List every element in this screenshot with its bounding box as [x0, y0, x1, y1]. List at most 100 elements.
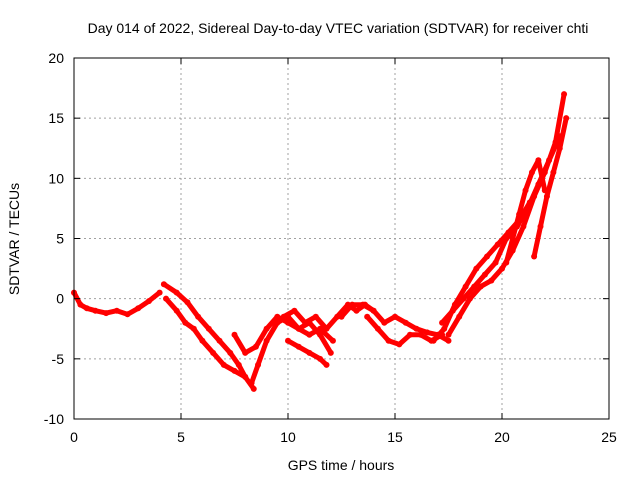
y-tick-label: 15: [48, 110, 64, 126]
data-point: [306, 331, 313, 338]
data-point: [381, 319, 388, 326]
data-point: [499, 265, 505, 272]
series-sat-m: [531, 115, 569, 259]
data-point: [406, 331, 413, 338]
data-point: [392, 313, 398, 320]
data-point: [488, 277, 495, 284]
y-tick-label: 20: [48, 50, 64, 66]
data-point: [285, 337, 291, 344]
data-point: [274, 313, 281, 320]
data-point: [173, 289, 180, 296]
data-point: [291, 307, 298, 314]
data-point: [543, 193, 550, 200]
data-point: [456, 313, 463, 320]
data-point: [550, 169, 557, 176]
data-point: [430, 337, 437, 344]
data-point: [220, 361, 227, 368]
data-point: [359, 301, 366, 308]
data-point: [460, 295, 467, 302]
data-point: [494, 241, 501, 248]
data-point: [295, 325, 302, 332]
data-point: [113, 307, 120, 314]
data-point: [462, 283, 469, 290]
data-point: [280, 313, 287, 320]
data-point: [535, 157, 542, 164]
data-point: [424, 329, 431, 336]
data-point: [252, 343, 259, 350]
data-point: [471, 283, 478, 290]
data-point: [255, 361, 262, 368]
data-point: [190, 325, 197, 332]
data-point: [466, 295, 473, 302]
data-point: [441, 325, 448, 332]
data-point: [242, 349, 249, 356]
data-point: [173, 307, 180, 314]
data-point: [374, 325, 381, 332]
data-point: [402, 319, 409, 326]
data-point: [520, 223, 527, 230]
data-point: [103, 310, 110, 317]
series-sat-b: [161, 281, 248, 380]
data-point: [323, 361, 330, 368]
data-point: [210, 349, 217, 356]
data-point: [317, 355, 324, 362]
data-point: [349, 301, 356, 308]
data-point: [561, 91, 568, 98]
data-point: [195, 313, 202, 320]
y-tick-label: 5: [56, 231, 64, 247]
data-point: [370, 307, 377, 314]
x-tick-label: 0: [70, 429, 78, 445]
data-point: [160, 281, 167, 288]
y-tick-label: -5: [52, 351, 65, 367]
data-point: [516, 211, 523, 218]
data-point: [184, 299, 191, 306]
data-point: [77, 301, 84, 308]
x-tick-label: 15: [387, 429, 403, 445]
data-point: [235, 361, 242, 368]
data-point: [124, 311, 131, 318]
data-point: [248, 379, 255, 386]
data-point: [449, 307, 456, 314]
data-point: [481, 271, 488, 278]
x-tick-label: 5: [177, 429, 185, 445]
data-point: [182, 319, 189, 326]
data-point: [522, 187, 529, 194]
data-point: [531, 253, 538, 260]
data-point: [338, 313, 345, 320]
data-point: [531, 193, 538, 200]
axis-ticks: 0 5 10 15 20 25 -10 -5 0 5 10 15 20: [44, 50, 617, 445]
data-point: [473, 265, 480, 272]
data-point: [563, 115, 570, 122]
data-point: [250, 385, 257, 392]
data-point: [477, 283, 484, 290]
data-point: [227, 349, 234, 356]
data-point: [306, 349, 313, 356]
data-point: [364, 313, 371, 320]
data-point: [263, 325, 270, 332]
data-point: [445, 337, 452, 344]
data-point: [295, 343, 302, 350]
data-point: [492, 259, 499, 266]
data-point: [552, 139, 559, 146]
data-point: [231, 331, 238, 338]
data-point: [312, 313, 319, 320]
data-point: [329, 337, 336, 344]
series-sat-a: [71, 290, 163, 317]
data-point: [242, 373, 249, 380]
x-tick-label: 25: [601, 429, 617, 445]
data-point: [334, 313, 341, 320]
data-point: [317, 325, 324, 332]
data-point: [145, 298, 152, 305]
data-point: [385, 337, 392, 344]
data-point: [537, 223, 544, 230]
data-point: [396, 341, 403, 348]
data-point: [509, 235, 516, 242]
data-point: [503, 259, 510, 266]
data-point: [274, 319, 281, 326]
y-tick-label: 0: [56, 291, 64, 307]
chart-title: Day 014 of 2022, Sidereal Day-to-day VTE…: [88, 20, 589, 36]
data-point: [445, 331, 452, 338]
data-point: [83, 305, 90, 312]
series-group: [71, 91, 570, 392]
